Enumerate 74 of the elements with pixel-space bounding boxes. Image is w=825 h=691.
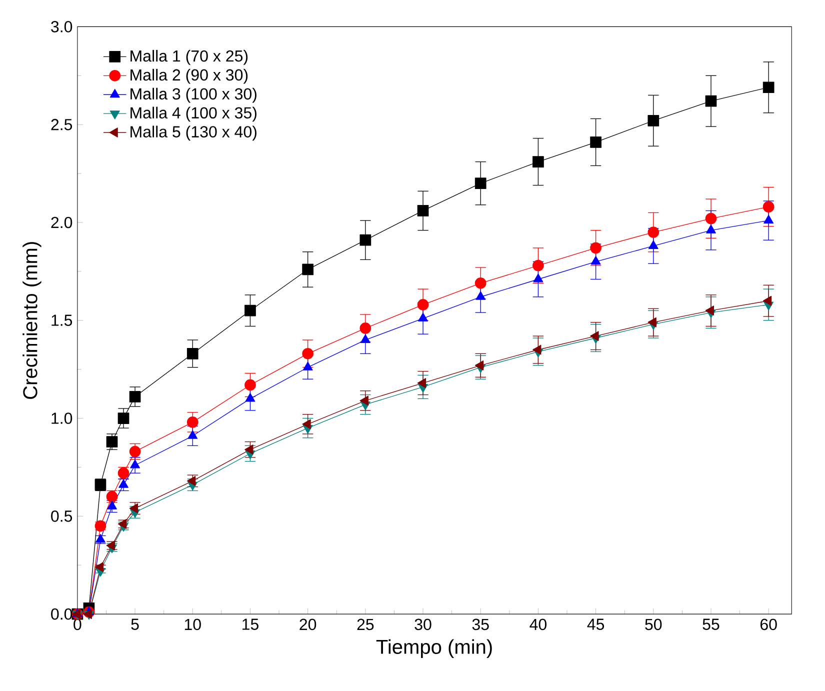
point xyxy=(186,476,196,486)
y-tick-label: 3.0 xyxy=(51,20,72,32)
x-tick-label: 55 xyxy=(702,618,720,630)
legend-label: Malla 1 (70 x 25) xyxy=(130,50,248,65)
point xyxy=(417,378,426,388)
legend-label: Malla 5 (130 x 40) xyxy=(130,125,256,140)
x-tick-label: 5 xyxy=(131,618,139,630)
point xyxy=(474,177,486,189)
legend-label: Malla 4 (100 x 35) xyxy=(130,106,256,122)
point xyxy=(476,290,486,300)
point xyxy=(648,317,656,328)
point xyxy=(474,360,484,370)
y-tick-label: 2.5 xyxy=(51,118,72,130)
point xyxy=(532,344,542,354)
point xyxy=(302,361,313,370)
point xyxy=(762,81,774,93)
point xyxy=(360,234,372,246)
x-tick-label: 35 xyxy=(472,618,489,630)
point xyxy=(129,390,141,402)
y-tick-label: 1.5 xyxy=(52,314,72,326)
y-tick-label: 1.0 xyxy=(52,412,72,424)
point xyxy=(360,322,372,334)
point xyxy=(648,226,660,238)
point xyxy=(705,212,717,224)
point xyxy=(302,348,314,360)
legend-label: Malla 2 (90 x 30) xyxy=(130,68,248,84)
point xyxy=(764,214,774,224)
x-tick-label: 15 xyxy=(242,618,258,630)
point xyxy=(129,446,141,457)
x-axis-title: Tiempo (min) xyxy=(376,639,492,658)
point xyxy=(648,114,660,126)
point xyxy=(244,444,254,454)
x-tick-label: 30 xyxy=(414,618,432,630)
x-tick-label: 45 xyxy=(587,618,604,630)
y-tick-label: 0.0 xyxy=(51,608,72,620)
point xyxy=(106,540,115,550)
x-tick-label: 40 xyxy=(530,618,546,630)
x-tick-label: 25 xyxy=(357,618,374,630)
x-tick-label: 60 xyxy=(760,618,777,630)
x-tick-label: 50 xyxy=(645,618,662,630)
point xyxy=(532,156,544,168)
y-tick-label: 2.0 xyxy=(51,216,72,228)
point xyxy=(118,518,127,529)
x-tick-label: 20 xyxy=(300,618,316,630)
point xyxy=(417,298,429,310)
point xyxy=(590,242,602,254)
point xyxy=(705,95,717,107)
point xyxy=(762,200,774,212)
point xyxy=(186,416,198,428)
point xyxy=(360,334,370,343)
point xyxy=(705,305,714,316)
point xyxy=(648,240,658,249)
point xyxy=(417,204,429,216)
point xyxy=(474,277,486,289)
point xyxy=(94,562,104,572)
point xyxy=(418,312,428,322)
x-tick-label: 10 xyxy=(184,618,201,630)
y-axis-title: Crecimiento (mm) xyxy=(22,242,42,399)
point xyxy=(186,348,198,360)
point xyxy=(118,412,130,424)
point xyxy=(706,224,716,234)
point xyxy=(244,379,256,390)
y-tick-label: 0.5 xyxy=(51,510,72,522)
point xyxy=(532,260,544,271)
point xyxy=(533,273,544,282)
point xyxy=(129,503,138,514)
point xyxy=(590,256,601,264)
point xyxy=(590,330,599,341)
legend-label: Malla 3 (100 x 30) xyxy=(130,88,256,102)
point xyxy=(302,264,314,275)
point xyxy=(762,296,772,306)
point xyxy=(244,304,256,316)
point xyxy=(590,136,602,148)
point xyxy=(106,436,118,448)
